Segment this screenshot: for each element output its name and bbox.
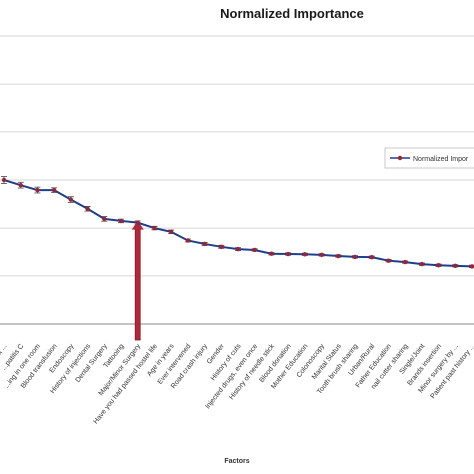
arrow-annotation xyxy=(131,220,144,341)
x-tick-labels: Age at ......patitis C...ing in one room… xyxy=(0,342,474,425)
data-point xyxy=(185,238,191,243)
data-point xyxy=(118,218,124,224)
legend-label: Normalized Impor xyxy=(413,156,469,163)
data-point xyxy=(168,229,174,235)
data-point xyxy=(85,206,90,211)
data-point xyxy=(35,187,40,193)
data-point xyxy=(436,263,441,268)
legend: Normalized Impor xyxy=(384,147,474,169)
data-point xyxy=(269,251,274,256)
data-point xyxy=(469,264,474,269)
data-point xyxy=(285,251,291,257)
data-point xyxy=(102,216,107,222)
data-point xyxy=(319,252,324,258)
data-point xyxy=(336,253,341,259)
data-point xyxy=(219,244,224,250)
markers xyxy=(1,177,474,269)
data-point xyxy=(386,258,391,263)
gridlines xyxy=(0,35,474,325)
data-point xyxy=(135,220,140,225)
data-point xyxy=(152,225,157,231)
data-point xyxy=(352,254,358,260)
series-line xyxy=(3,179,473,268)
data-point xyxy=(68,197,74,202)
legend-marker-swatch xyxy=(397,155,403,161)
x-axis-label: Factors xyxy=(224,458,249,465)
legend-box xyxy=(384,147,474,169)
data-point xyxy=(419,261,425,267)
data-point xyxy=(302,252,308,257)
data-point xyxy=(202,241,207,247)
data-point xyxy=(235,246,241,252)
data-point xyxy=(369,254,374,260)
data-point xyxy=(453,263,458,269)
error-bars xyxy=(1,176,474,269)
data-point xyxy=(252,247,257,253)
data-point xyxy=(402,259,408,265)
chart-title: Normalized Importance xyxy=(220,6,364,21)
data-point xyxy=(1,177,7,183)
arrow-head xyxy=(131,220,144,230)
arrow-shaft xyxy=(134,228,141,341)
data-point xyxy=(18,182,23,188)
data-point xyxy=(51,187,57,193)
